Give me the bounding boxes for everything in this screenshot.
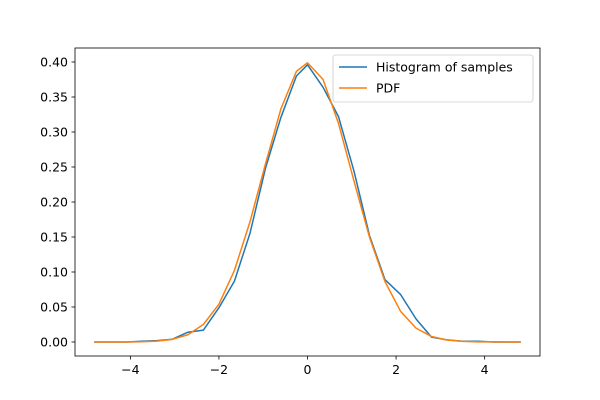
y-tick-label: 0.20	[40, 195, 68, 210]
y-tick-label: 0.15	[40, 230, 68, 245]
x-tick-label: 2	[392, 362, 400, 377]
y-tick-label: 0.40	[40, 55, 68, 70]
x-tick-label: 0	[304, 362, 312, 377]
y-tick-label: 0.30	[40, 125, 68, 140]
y-tick-label: 0.10	[40, 265, 68, 280]
series-line-pdf	[94, 62, 521, 343]
y-tick-label: 0.00	[40, 335, 68, 350]
legend: Histogram of samples PDF	[332, 54, 534, 103]
x-tick-label: 4	[481, 362, 489, 377]
y-tick-label: 0.05	[40, 300, 68, 315]
legend-box	[332, 54, 534, 103]
y-tick-label: 0.35	[40, 90, 68, 105]
plot-area: −4 −2 0 2 4 0.00 0.05 0.10 0.15 0.20 0.25 0.30 0.35 0…	[40, 47, 541, 377]
y-tick-label: 0.25	[40, 160, 68, 175]
legend-label-pdf: PDF	[376, 81, 400, 96]
x-tick-label: −2	[210, 362, 228, 377]
x-tick-label: −4	[121, 362, 139, 377]
legend-label-histogram: Histogram of samples	[376, 60, 513, 75]
